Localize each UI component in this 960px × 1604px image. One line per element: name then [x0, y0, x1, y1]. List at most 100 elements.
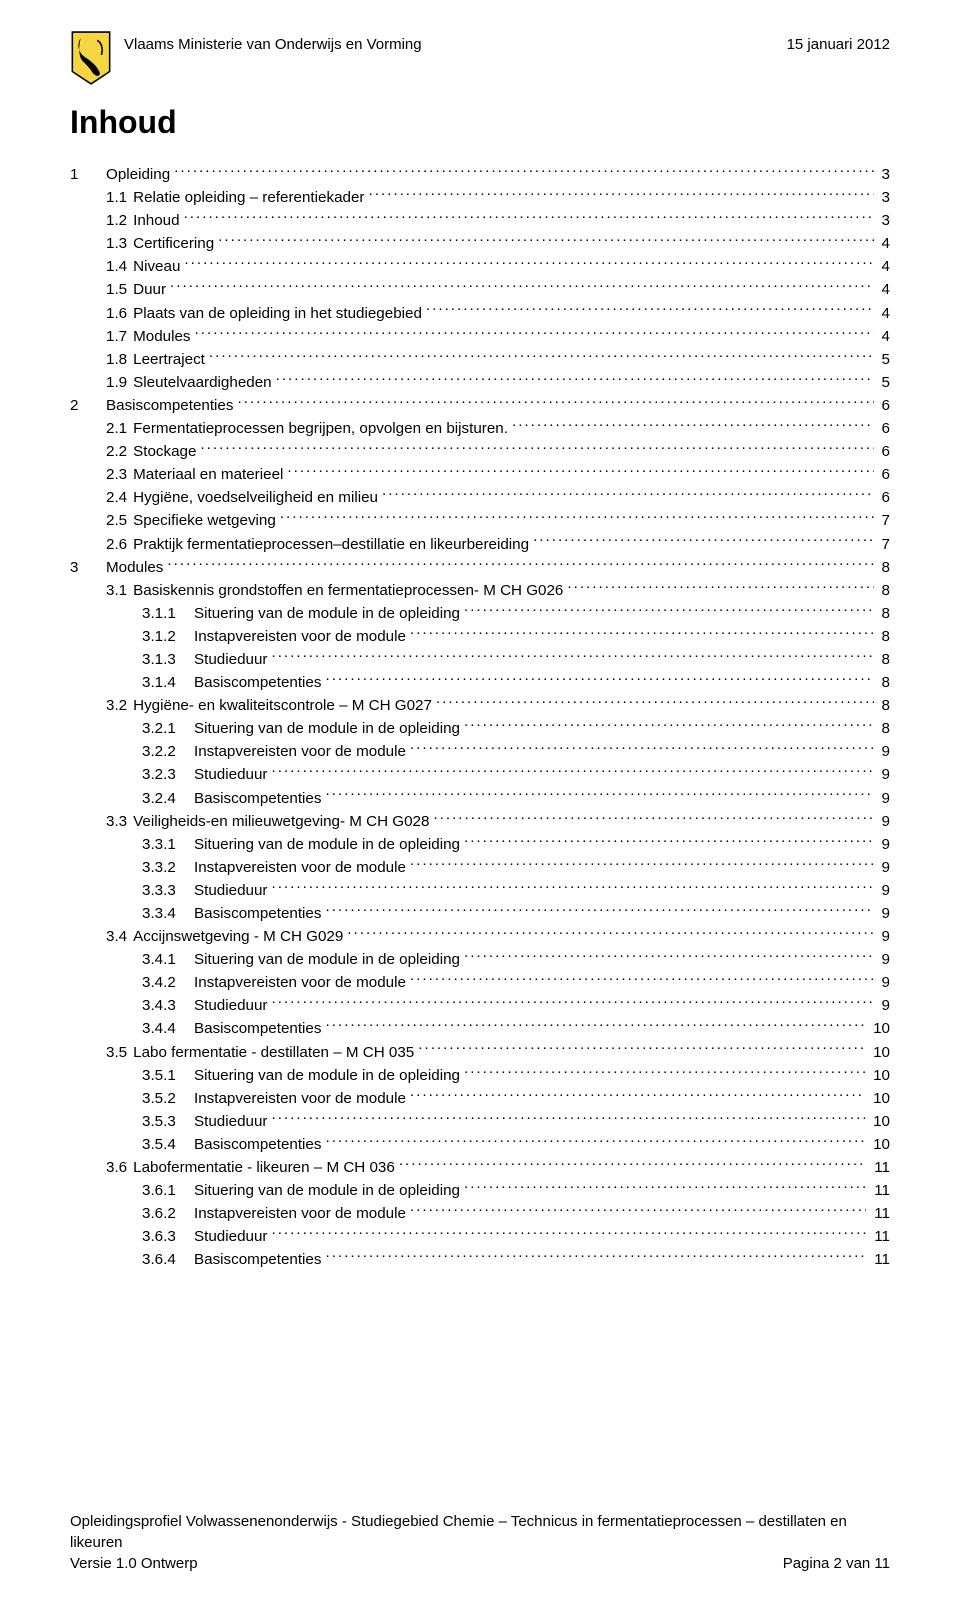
toc-entry-page: 4 [878, 232, 890, 255]
toc-entry-page: 8 [878, 556, 890, 579]
toc-entry[interactable]: 1.3 Certificering4 [70, 232, 890, 255]
toc-entry[interactable]: 3.3.4Basiscompetenties9 [70, 902, 890, 925]
toc-entry-page: 8 [878, 579, 890, 602]
toc-entry[interactable]: 3.5.2Instapvereisten voor de module10 [70, 1087, 890, 1110]
toc-entry[interactable]: 3.4.2Instapvereisten voor de module9 [70, 971, 890, 994]
toc-entry[interactable]: 3.1.2Instapvereisten voor de module8 [70, 625, 890, 648]
toc-entry-page: 6 [878, 417, 890, 440]
toc-entry[interactable]: 3.3.2Instapvereisten voor de module9 [70, 856, 890, 879]
toc-entry-number: 1.7 [106, 325, 127, 348]
toc-entry-page: 11 [870, 1248, 890, 1271]
toc-entry[interactable]: 1.6 Plaats van de opleiding in het studi… [70, 302, 890, 325]
toc-entry[interactable]: 3.3.3Studieduur9 [70, 879, 890, 902]
toc-entry-number: 3.3.1 [142, 833, 194, 856]
toc-entry-label: Basiscompetenties [194, 1017, 321, 1040]
toc-entry-number: 3.6 [106, 1156, 127, 1179]
toc-entry-label: Praktijk fermentatieprocessen–destillati… [133, 533, 529, 556]
toc-entry-page: 6 [878, 440, 890, 463]
toc-entry[interactable]: 1.7 Modules4 [70, 325, 890, 348]
toc-entry[interactable]: 3.3 Veiligheids-en milieuwetgeving- M CH… [70, 810, 890, 833]
toc-entry[interactable]: 3.2.1Situering van de module in de oplei… [70, 717, 890, 740]
toc-entry-page: 10 [869, 1133, 890, 1156]
toc-entry-number: 3.4.1 [142, 948, 194, 971]
toc-entry[interactable]: 3Modules8 [70, 556, 890, 579]
toc-entry[interactable]: 2.4 Hygiëne, voedselveiligheid en milieu… [70, 486, 890, 509]
toc-entry-number: 3.1 [106, 579, 127, 602]
toc-leader-dots [418, 1041, 865, 1056]
toc-entry-label: Materiaal en materieel [133, 463, 283, 486]
toc-entry[interactable]: 3.6 Labofermentatie - likeuren – M CH 03… [70, 1156, 890, 1179]
toc-entry-number: 3.1.4 [142, 671, 194, 694]
toc-entry[interactable]: 2.1 Fermentatieprocessen begrijpen, opvo… [70, 417, 890, 440]
toc-entry[interactable]: 3.5.3Studieduur10 [70, 1110, 890, 1133]
toc-leader-dots [325, 672, 873, 687]
document-date: 15 januari 2012 [787, 36, 890, 53]
toc-entry[interactable]: 3.1.3Studieduur8 [70, 648, 890, 671]
toc-leader-dots [325, 1134, 865, 1149]
toc-entry[interactable]: 3.1.4Basiscompetenties8 [70, 671, 890, 694]
toc-entry[interactable]: 3.2 Hygiëne- en kwaliteitscontrole – M C… [70, 694, 890, 717]
toc-leader-dots [464, 603, 874, 618]
toc-entry[interactable]: 2.6 Praktijk fermentatieprocessen–destil… [70, 533, 890, 556]
toc-entry-number: 3.5.3 [142, 1110, 194, 1133]
toc-entry[interactable]: 3.6.3Studieduur11 [70, 1225, 890, 1248]
toc-entry-page: 8 [878, 625, 890, 648]
toc-entry[interactable]: 3.4 Accijnswetgeving - M CH G0299 [70, 925, 890, 948]
toc-entry-page: 7 [878, 509, 890, 532]
toc-entry-label: Modules [133, 325, 190, 348]
toc-leader-dots [410, 857, 874, 872]
toc-entry-label: Hygiëne, voedselveiligheid en milieu [133, 486, 378, 509]
toc-entry[interactable]: 3.2.2Instapvereisten voor de module9 [70, 740, 890, 763]
toc-entry-label: Situering van de module in de opleiding [194, 717, 460, 740]
footer-bottom-row: Versie 1.0 Ontwerp Pagina 2 van 11 [70, 1553, 890, 1574]
toc-entry-number: 1 [70, 163, 106, 186]
toc-entry[interactable]: 3.5 Labo fermentatie - destillaten – M C… [70, 1041, 890, 1064]
toc-entry[interactable]: 3.5.1Situering van de module in de oplei… [70, 1064, 890, 1087]
toc-entry[interactable]: 3.3.1Situering van de module in de oplei… [70, 833, 890, 856]
toc-entry[interactable]: 1.1 Relatie opleiding – referentiekader3 [70, 186, 890, 209]
toc-entry-label: Basiscompetenties [194, 1248, 321, 1271]
toc-entry[interactable]: 3.5.4Basiscompetenties10 [70, 1133, 890, 1156]
toc-entry-page: 3 [878, 163, 890, 186]
toc-entry-label: Basiscompetenties [194, 902, 321, 925]
toc-entry-label: Basiscompetenties [194, 787, 321, 810]
toc-entry[interactable]: 2.3 Materiaal en materieel6 [70, 463, 890, 486]
toc-entry-page: 10 [869, 1064, 890, 1087]
toc-entry[interactable]: 3.2.4Basiscompetenties9 [70, 787, 890, 810]
page-footer: Opleidingsprofiel Volwassenenonderwijs -… [70, 1511, 890, 1574]
toc-entry-page: 7 [878, 533, 890, 556]
toc-entry[interactable]: 2.5 Specifieke wetgeving7 [70, 509, 890, 532]
toc-leader-dots [464, 1064, 865, 1079]
toc-entry-page: 9 [878, 810, 890, 833]
toc-entry-page: 8 [878, 717, 890, 740]
toc-entry[interactable]: 3.4.1Situering van de module in de oplei… [70, 948, 890, 971]
toc-entry[interactable]: 3.1 Basiskennis grondstoffen en fermenta… [70, 579, 890, 602]
toc-leader-dots [410, 626, 874, 641]
toc-entry[interactable]: 1.2 Inhoud3 [70, 209, 890, 232]
toc-entry-number: 3.5 [106, 1041, 127, 1064]
toc-leader-dots [325, 903, 873, 918]
toc-entry-number: 3.5.4 [142, 1133, 194, 1156]
toc-entry[interactable]: 3.6.1Situering van de module in de oplei… [70, 1179, 890, 1202]
toc-entry-number: 2.2 [106, 440, 127, 463]
toc-entry-label: Instapvereisten voor de module [194, 1087, 406, 1110]
toc-entry[interactable]: 1.5 Duur4 [70, 278, 890, 301]
toc-entry[interactable]: 2Basiscompetenties6 [70, 394, 890, 417]
toc-entry[interactable]: 3.2.3Studieduur9 [70, 763, 890, 786]
toc-entry[interactable]: 3.4.4Basiscompetenties10 [70, 1017, 890, 1040]
toc-entry[interactable]: 1Opleiding3 [70, 163, 890, 186]
toc-entry[interactable]: 3.6.2Instapvereisten voor de module11 [70, 1202, 890, 1225]
toc-entry[interactable]: 2.2 Stockage6 [70, 440, 890, 463]
toc-entry-number: 1.3 [106, 232, 127, 255]
toc-entry-page: 3 [878, 209, 890, 232]
toc-entry[interactable]: 1.8 Leertraject5 [70, 348, 890, 371]
toc-entry[interactable]: 3.6.4Basiscompetenties11 [70, 1248, 890, 1271]
toc-entry[interactable]: 3.4.3Studieduur9 [70, 994, 890, 1017]
toc-entry-number: 1.8 [106, 348, 127, 371]
toc-entry[interactable]: 3.1.1Situering van de module in de oplei… [70, 602, 890, 625]
toc-entry-label: Instapvereisten voor de module [194, 971, 406, 994]
toc-entry-number: 1.5 [106, 278, 127, 301]
toc-leader-dots [276, 372, 874, 387]
toc-entry[interactable]: 1.9 Sleutelvaardigheden5 [70, 371, 890, 394]
toc-entry[interactable]: 1.4 Niveau4 [70, 255, 890, 278]
